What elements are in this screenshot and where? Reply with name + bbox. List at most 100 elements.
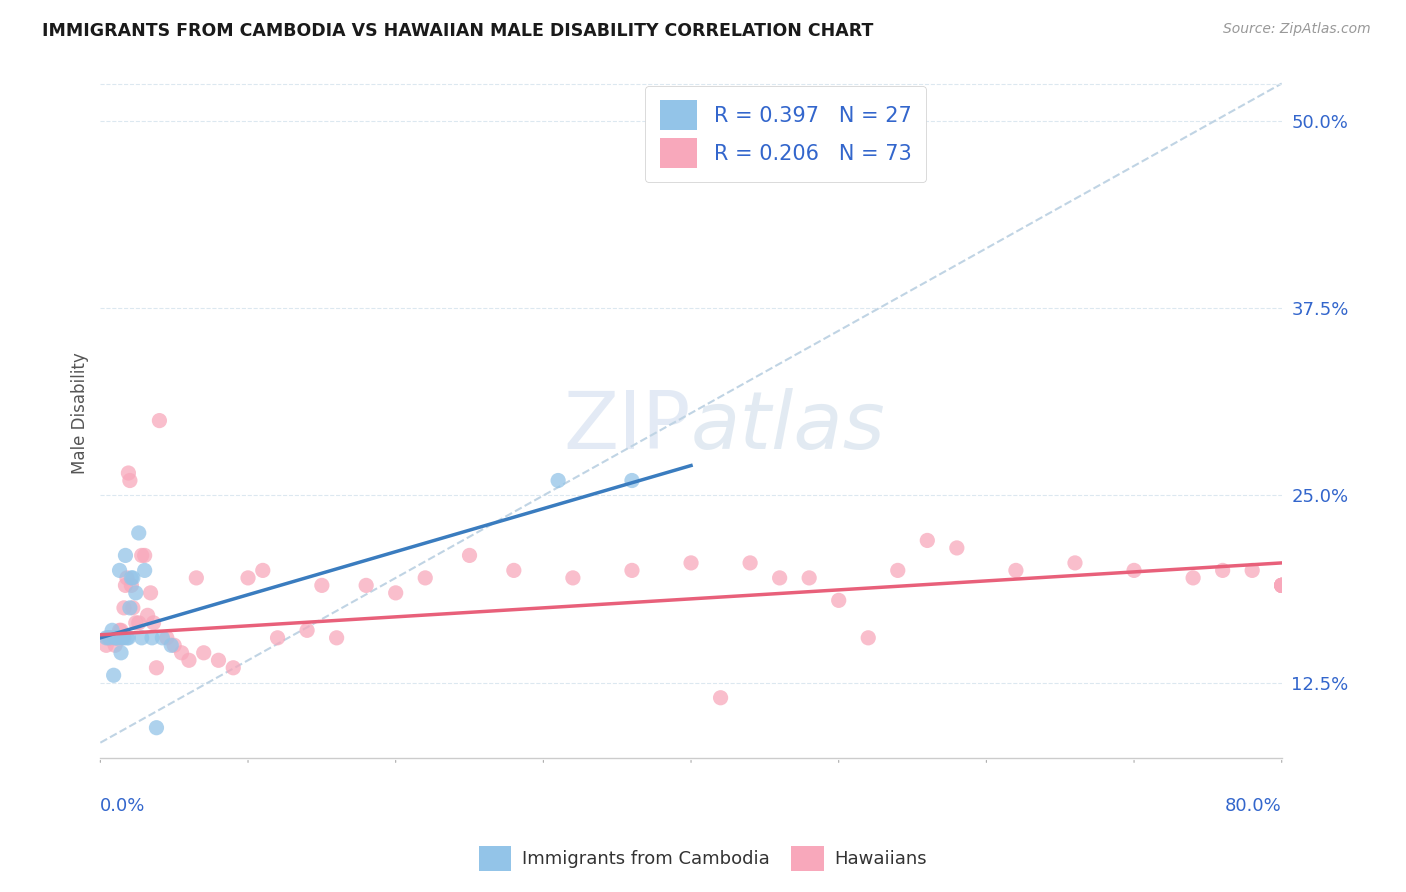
Point (104, 631, 127, 645)
Text: IMMIGRANTS FROM CAMBODIA VS HAWAIIAN MALE DISABILITY CORRELATION CHART: IMMIGRANTS FROM CAMBODIA VS HAWAIIAN MAL… (42, 22, 873, 40)
Point (105, 631, 128, 645)
Point (136, 608, 159, 623)
Point (115, 571, 138, 585)
Point (101, 631, 124, 645)
Point (207, 653, 229, 667)
Point (117, 631, 139, 645)
Point (96, 638, 118, 652)
Point (107, 631, 129, 645)
Point (134, 549, 156, 563)
Point (97, 631, 120, 645)
Text: ZIP: ZIP (564, 388, 690, 466)
Point (100, 631, 122, 645)
Point (1064, 556, 1087, 570)
Point (193, 646, 215, 660)
Point (769, 571, 792, 585)
Point (858, 631, 880, 645)
Point (114, 549, 136, 563)
Point (141, 631, 163, 645)
Point (917, 533, 939, 548)
Point (128, 615, 150, 630)
Point (502, 563, 524, 577)
Point (115, 631, 138, 645)
Point (125, 586, 148, 600)
Point (561, 571, 583, 585)
Point (98, 631, 121, 645)
Point (170, 646, 193, 660)
Point (1271, 578, 1294, 592)
Point (150, 631, 173, 645)
Point (125, 615, 148, 630)
Point (458, 549, 481, 563)
Point (131, 549, 153, 563)
Point (101, 624, 124, 638)
Point (110, 646, 132, 660)
Point (325, 631, 347, 645)
Point (128, 525, 150, 540)
Legend: R = 0.397   N = 27, R = 0.206   N = 73: R = 0.397 N = 27, R = 0.206 N = 73 (645, 86, 927, 182)
Point (111, 631, 134, 645)
Text: Source: ZipAtlas.com: Source: ZipAtlas.com (1223, 22, 1371, 37)
Point (105, 631, 128, 645)
Point (252, 563, 274, 577)
Point (112, 631, 135, 645)
Point (1005, 563, 1028, 577)
Point (163, 638, 186, 652)
Point (121, 600, 143, 615)
Point (134, 563, 156, 577)
Point (103, 668, 125, 682)
Point (120, 578, 142, 592)
Point (384, 586, 406, 600)
Y-axis label: Male Disability: Male Disability (72, 352, 89, 474)
Point (104, 638, 127, 652)
Point (118, 474, 141, 488)
Text: 80.0%: 80.0% (1225, 797, 1282, 814)
Point (620, 474, 643, 488)
Text: atlas: atlas (690, 388, 886, 466)
Point (114, 578, 136, 592)
Point (413, 571, 436, 585)
Point (110, 624, 132, 638)
Point (222, 661, 245, 675)
Point (354, 578, 377, 592)
Point (1212, 563, 1234, 577)
Legend: Immigrants from Cambodia, Hawaiians: Immigrants from Cambodia, Hawaiians (471, 838, 935, 879)
Point (108, 624, 131, 638)
Point (186, 571, 208, 585)
Point (828, 593, 851, 607)
Point (1271, 578, 1294, 592)
Point (1182, 571, 1205, 585)
Point (266, 631, 288, 645)
Point (145, 661, 167, 675)
Point (142, 615, 165, 630)
Point (98, 631, 121, 645)
Point (131, 631, 153, 645)
Point (108, 563, 131, 577)
Point (620, 563, 643, 577)
Point (148, 414, 170, 428)
Point (740, 556, 762, 570)
Point (236, 571, 259, 585)
Point (1271, 578, 1294, 592)
Point (145, 721, 167, 735)
Point (112, 600, 135, 615)
Point (121, 571, 143, 585)
Point (160, 638, 183, 652)
Point (1271, 578, 1294, 592)
Point (1271, 578, 1294, 592)
Text: 0.0%: 0.0% (100, 797, 146, 814)
Point (1271, 578, 1294, 592)
Point (946, 541, 969, 555)
Point (111, 631, 134, 645)
Point (799, 571, 821, 585)
Point (156, 631, 179, 645)
Point (139, 586, 162, 600)
Point (295, 624, 318, 638)
Point (1271, 578, 1294, 592)
Point (679, 556, 702, 570)
Point (107, 631, 129, 645)
Point (120, 571, 142, 585)
Point (118, 600, 141, 615)
Point (117, 466, 139, 480)
Point (887, 563, 910, 577)
